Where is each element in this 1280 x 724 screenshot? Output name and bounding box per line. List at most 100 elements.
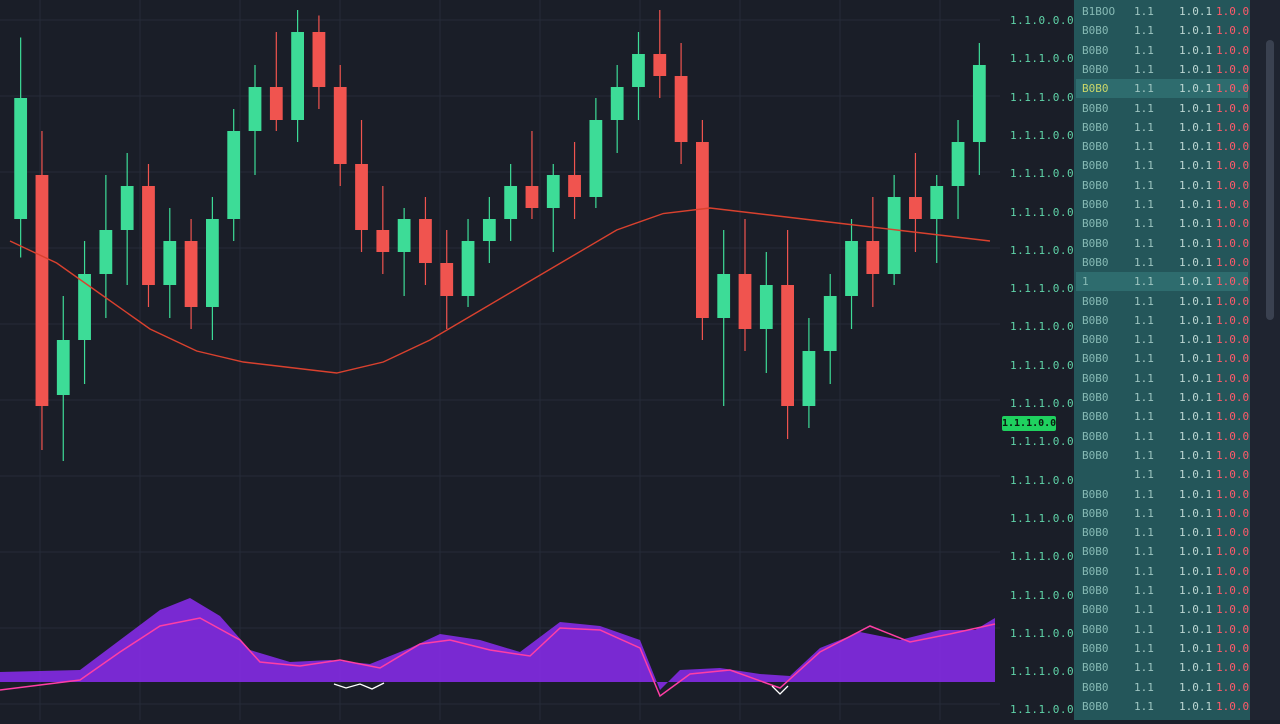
orderbook-row[interactable]: B0B0 1.1 1.0.1 1.0.0 xyxy=(1076,639,1249,658)
orderbook-cell-c3: 1.0.1 xyxy=(1179,24,1213,38)
orderbook-cell-c3: 1.0.1 xyxy=(1179,680,1213,694)
price-axis-label: 1.1.1.0.0 xyxy=(1010,511,1075,525)
orderbook-row[interactable]: B0B0 1.1 1.0.1 1.0.0 xyxy=(1076,504,1250,523)
orderbook-row[interactable]: B0B0 1.1 1.0.1 1.0.0 xyxy=(1076,427,1250,446)
candle-body-down xyxy=(866,241,880,274)
orderbook-cell-c3: 1.0.1 xyxy=(1179,62,1213,76)
orderbook-row[interactable]: B0B0 1.1 1.0.1 1.0.0 xyxy=(1076,349,1249,368)
candle-body-up xyxy=(930,186,944,219)
scrollbar-thumb[interactable] xyxy=(1266,40,1274,320)
orderbook-row[interactable]: B0B0 1.1 1.0.1 1.0.0 xyxy=(1076,156,1249,175)
price-axis-label: 1.1.1.0.0 xyxy=(1010,358,1075,372)
orderbook-row[interactable]: B0B0 1.1 1.0.1 1.0.0 xyxy=(1076,697,1249,716)
candle-body-up xyxy=(397,219,411,252)
orderbook-cell-c4: 1.0.0 xyxy=(1216,661,1250,675)
oscillator-dip-marker xyxy=(333,682,385,690)
orderbook-row[interactable]: B0B0 1.1 1.0.1 1.0.0 xyxy=(1076,176,1249,195)
candle-body-up xyxy=(887,197,901,274)
candle-body-up xyxy=(206,219,219,307)
orderbook-cell-c2: 1.1 xyxy=(1134,236,1154,250)
orderbook-cell-c3: 1.0.1 xyxy=(1179,564,1213,578)
orderbook-cell-c1: B0B0 xyxy=(1082,391,1109,404)
orderbook-row[interactable]: B0B0 1.1 1.0.1 1.0.0 xyxy=(1076,41,1249,60)
orderbook-cell-c2: 1.1 xyxy=(1134,391,1154,404)
orderbook-cell-c3: 1.0.1 xyxy=(1179,429,1213,443)
orderbook-cell-c1: B0B0 xyxy=(1082,545,1109,559)
candle-body-up xyxy=(802,351,816,406)
price-axis-label: 1.1.1.0.0 xyxy=(1010,550,1075,564)
orderbook-row[interactable]: B0B0 1.1 1.0.1 1.0.0 xyxy=(1076,99,1249,118)
candle-body-down xyxy=(142,186,155,285)
orderbook-row[interactable]: B0B0 1.1 1.0.1 1.0.0 xyxy=(1076,137,1249,156)
orderbook-cell-c4: 1.0.0 xyxy=(1216,5,1250,18)
orderbook-row[interactable]: 1 1.1 1.0.1 1.0.0 xyxy=(1076,272,1249,292)
orderbook-row[interactable]: B0B0 1.1 1.0.1 1.0.0 xyxy=(1076,388,1249,407)
orderbook-panel[interactable]: B1BOO 1.1 1.0.1 1.0.0 B0B0 1.1 1.0.1 1.0.0 B0B0 1… xyxy=(1074,0,1250,720)
orderbook-row[interactable]: B0B0 1.1 1.0.1 1.0.0 xyxy=(1076,658,1250,677)
candle-body-up xyxy=(163,241,177,285)
scrollbar-track[interactable] xyxy=(1250,0,1280,720)
orderbook-row[interactable]: B0B0 1.1 1.0.1 1.0.0 xyxy=(1076,118,1249,137)
orderbook-cell-c3: 1.0.1 xyxy=(1179,255,1213,269)
orderbook-row[interactable]: B0B0 1.1 1.0.1 1.0.0 xyxy=(1076,292,1250,311)
orderbook-cell-c3: 1.0.1 xyxy=(1179,661,1213,675)
orderbook-row[interactable]: B0B0 1.1 1.0.1 1.0.0 xyxy=(1076,581,1249,600)
orderbook-row[interactable]: B1BOO 1.1 1.0.1 1.0.0 xyxy=(1076,2,1250,21)
orderbook-cell-c4: 1.0.0 xyxy=(1216,506,1250,520)
orderbook-cell-c3: 1.0.1 xyxy=(1179,448,1213,462)
orderbook-row[interactable]: B0B0 1.1 1.0.1 1.0.0 xyxy=(1076,446,1249,465)
orderbook-row[interactable]: B0B0 1.1 1.0.1 1.0.0 xyxy=(1076,678,1249,697)
candle-body-down xyxy=(653,54,667,76)
orderbook-row[interactable]: B0B0 1.1 1.0.1 1.0.0 xyxy=(1076,369,1249,388)
orderbook-cell-c3: 1.0.1 xyxy=(1179,333,1213,347)
orderbook-row[interactable]: B0B0 1.1 1.0.1 1.0.0 xyxy=(1076,214,1249,233)
orderbook-cell-c4: 1.0.0 xyxy=(1216,62,1250,76)
orderbook-row[interactable]: B0B0 1.1 1.0.1 1.0.0 xyxy=(1076,562,1249,581)
price-axis-label: 1.1.1.0.0 xyxy=(1010,243,1075,257)
orderbook-cell-c2: 1.1 xyxy=(1134,448,1154,462)
orderbook-row[interactable]: B0B0 1.1 1.0.1 1.0.0 xyxy=(1076,234,1249,253)
orderbook-cell-c3: 1.0.1 xyxy=(1179,313,1213,327)
candle-body-up xyxy=(291,32,304,120)
orderbook-cell-c2: 1.1 xyxy=(1134,62,1154,76)
orderbook-cell-c3: 1.0.1 xyxy=(1179,641,1213,655)
orderbook-row[interactable]: B0B0 1.1 1.0.1 1.0.0 xyxy=(1076,21,1249,40)
orderbook-cell-c2: 1.1 xyxy=(1134,120,1154,134)
orderbook-cell-c1: B0B0 xyxy=(1082,198,1109,211)
orderbook-cell-c3: 1.0.1 xyxy=(1179,468,1213,482)
orderbook-cell-c4: 1.0.0 xyxy=(1216,526,1250,540)
orderbook-row[interactable]: B0B0 1.1 1.0.1 1.0.0 xyxy=(1076,407,1249,426)
orderbook-cell-c1: B0B0 xyxy=(1082,24,1109,38)
candle-body-up xyxy=(14,98,28,219)
candle-body-up xyxy=(759,285,773,329)
orderbook-row[interactable]: B0B0 1.1 1.0.1 1.0.0 xyxy=(1076,523,1250,542)
orderbook-row[interactable]: B0B0 1.1 1.0.1 1.0.0 xyxy=(1076,600,1249,619)
orderbook-cell-c4: 1.0.0 xyxy=(1216,429,1250,443)
candlestick-chart[interactable] xyxy=(0,0,1000,720)
orderbook-row[interactable]: B0B0 1.1 1.0.1 1.0.0 xyxy=(1076,253,1249,272)
orderbook-cell-c2: 1.1 xyxy=(1134,584,1154,597)
orderbook-row[interactable]: B0B0 1.1 1.0.1 1.0.0 xyxy=(1076,195,1250,214)
orderbook-row[interactable]: B0B0 1.1 1.0.1 1.0.0 xyxy=(1076,330,1249,349)
price-axis-label: 1.1.1.0.0 xyxy=(1010,473,1075,487)
candle-body-up xyxy=(823,296,837,351)
orderbook-row[interactable]: B0B0 1.1 1.0.1 1.0.0 xyxy=(1076,79,1249,99)
orderbook-cell-c2: 1.1 xyxy=(1134,43,1154,57)
orderbook-row[interactable]: 1.1 1.0.1 1.0.0 xyxy=(1076,465,1249,484)
orderbook-cell-c4: 1.0.0 xyxy=(1216,294,1250,308)
orderbook-cell-c1: B0B0 xyxy=(1082,526,1109,540)
orderbook-cell-c3: 1.0.1 xyxy=(1179,506,1213,520)
orderbook-row[interactable]: B0B0 1.1 1.0.1 1.0.0 xyxy=(1076,620,1249,639)
orderbook-cell-c2: 1.1 xyxy=(1134,622,1154,636)
orderbook-cell-c1: B0B0 xyxy=(1082,159,1109,173)
chart-area[interactable] xyxy=(0,0,1000,720)
orderbook-row[interactable]: B0B0 1.1 1.0.1 1.0.0 xyxy=(1076,311,1249,330)
orderbook-cell-c1: B0B0 xyxy=(1082,429,1109,443)
candle-body-down xyxy=(312,32,326,87)
orderbook-cell-c2: 1.1 xyxy=(1134,641,1154,655)
orderbook-row[interactable]: B0B0 1.1 1.0.1 1.0.0 xyxy=(1076,542,1249,561)
orderbook-row[interactable]: B0B0 1.1 1.0.1 1.0.0 xyxy=(1076,60,1250,79)
orderbook-row[interactable]: B0B0 1.1 1.0.1 1.0.0 xyxy=(1076,485,1249,504)
orderbook-cell-c4: 1.0.0 xyxy=(1216,198,1250,211)
price-axis-label: 1.1.1.0.0 xyxy=(1010,90,1075,104)
